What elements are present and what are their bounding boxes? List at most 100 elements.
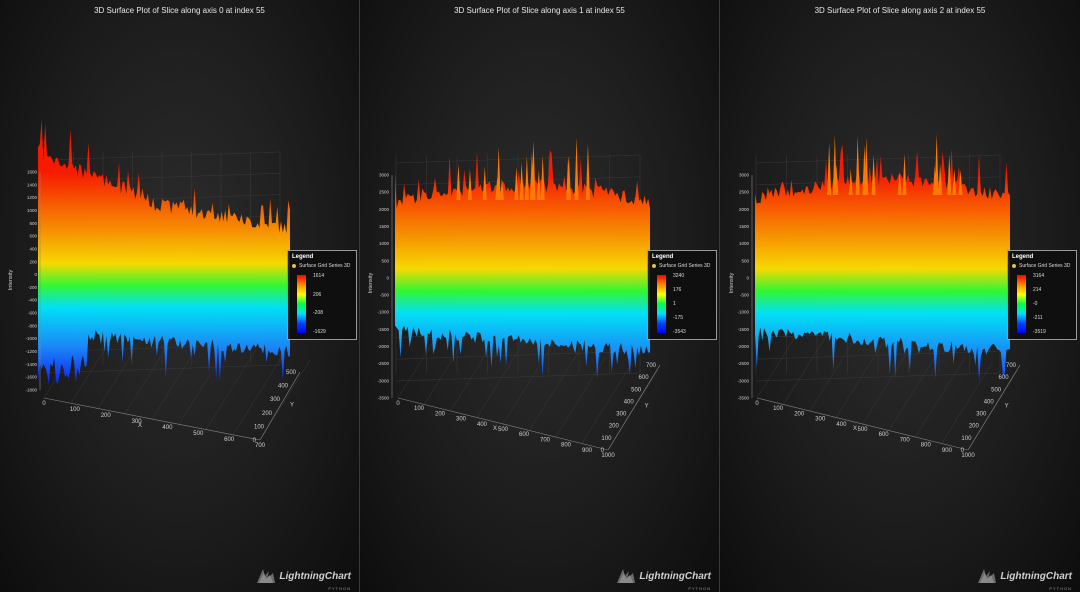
color-scale-bar	[657, 275, 666, 333]
z-tick-label: 200	[609, 424, 620, 430]
lightningchart-logo: LightningChart	[255, 567, 351, 585]
chart-title: 3D Surface Plot of Slice along axis 0 at…	[94, 6, 265, 15]
surface-plot-3d[interactable]: -3500-3000-2500-2000-1500-1000-500050010…	[360, 0, 719, 592]
y-tick-label: -1500	[737, 327, 749, 332]
floor-grid-line	[581, 363, 632, 444]
color-scale-tick: -208	[313, 310, 324, 317]
legend[interactable]: Legend Surface Grid Series 3D 1614 206 -208 -…	[287, 250, 357, 340]
y-tick-label: 2000	[739, 207, 750, 212]
color-scale-bar	[297, 275, 306, 333]
z-tick-label: 500	[286, 370, 297, 376]
y-tick-label: 3000	[739, 173, 750, 178]
y-axis: -3500 -3000 -2500 -2000 -1500 -1000 -500 0 500 10…	[729, 173, 753, 401]
legend[interactable]: Legend Surface Grid Series 3D 3240 176 1 -175…	[647, 250, 717, 340]
y-tick-label: 0	[34, 272, 37, 277]
color-scale-tick: 176	[673, 287, 682, 293]
surface-series[interactable]	[395, 150, 650, 379]
chart-panel-1: 3D Surface Plot of Slice along axis 0 at…	[0, 0, 360, 592]
logo-text: LightningChart	[639, 570, 711, 582]
lightningchart-logo: LightningChart	[615, 567, 711, 585]
surface-spike	[524, 155, 529, 200]
x-axis-title: X	[138, 423, 142, 429]
y-tick-label: -500	[740, 293, 750, 298]
surface-spike	[467, 169, 472, 200]
grid-line	[43, 364, 281, 374]
x-tick-label: 1000	[961, 453, 975, 459]
y-tick-label: -3500	[377, 396, 389, 401]
surface-spike	[574, 157, 579, 200]
x-tick-label: 300	[132, 419, 143, 425]
x-tick-label: 400	[162, 425, 173, 431]
surface-plot-3d[interactable]: -1800 -1600 -1400 -1200 -1000 -800 -600 -400 -20…	[0, 0, 359, 592]
legend-series-entry[interactable]: Surface Grid Series 3D	[292, 263, 352, 269]
legend[interactable]: Legend Surface Grid Series 3D 3164 214 -0 -21…	[1007, 250, 1077, 340]
chart-panel-3: 3D Surface Plot of Slice along axis 2 at…	[720, 0, 1080, 592]
legend-series-entry[interactable]: Surface Grid Series 3D	[1012, 263, 1072, 269]
z-tick-label: 500	[991, 387, 1002, 393]
y-tick-label: 1000	[379, 241, 390, 246]
color-scale-bar	[1017, 275, 1026, 333]
y-tick-label: -1000	[25, 336, 37, 341]
legend-series-label: Surface Grid Series 3D	[659, 263, 711, 269]
y-axis: -3500 -3000 -2500 -2000 -1500 -1000 -500 0 500 10…	[368, 173, 393, 401]
y-tick-label: -1500	[377, 327, 389, 332]
y-tick-label: -800	[28, 323, 38, 328]
x-axis-line	[43, 397, 261, 441]
x-tick-label: 600	[519, 432, 530, 438]
z-tick-label: 400	[624, 399, 635, 405]
z-tick-label: 200	[969, 424, 980, 430]
surface-spike	[496, 146, 501, 200]
x-tick-label: 900	[942, 448, 953, 454]
surface-spike	[947, 154, 952, 195]
z-tick-label: 400	[278, 384, 289, 390]
surface-spike	[519, 162, 524, 200]
y-tick-label: -3500	[737, 396, 749, 401]
x-tick-label: 300	[815, 417, 826, 423]
surface-spike	[902, 153, 907, 195]
y-tick-label: 2500	[379, 190, 390, 195]
legend-series-label: Surface Grid Series 3D	[1019, 263, 1071, 269]
y-tick-label: -1400	[25, 362, 37, 367]
z-tick-label: 100	[254, 424, 265, 430]
floor-grid-line	[476, 337, 527, 418]
floor-grid-line	[809, 330, 860, 412]
y-tick-label: -2500	[737, 361, 749, 366]
y-tick-label: 1000	[27, 208, 38, 213]
z-tick-label: 0	[253, 438, 257, 444]
x-axis-line	[756, 397, 969, 451]
z-tick-label: 600	[639, 375, 650, 381]
logo-text: LightningChart	[279, 570, 351, 582]
z-tick-label: 700	[1006, 363, 1017, 369]
y-tick-label: 0	[746, 275, 749, 280]
lightning-logo-icon	[617, 569, 636, 583]
y-tick-label: 600	[29, 234, 37, 239]
x-tick-label: 200	[435, 411, 446, 417]
legend-series-entry[interactable]: Surface Grid Series 3D	[652, 263, 712, 269]
surface-plot-3d[interactable]: -3500-3000-2500-2000-1500-1000-500050010…	[720, 0, 1080, 592]
floor-grid-line	[97, 328, 149, 409]
x-tick-label: 700	[255, 443, 266, 449]
x-tick-label: 600	[224, 437, 235, 443]
surface-spike	[832, 134, 837, 195]
color-scale-tick: 206	[313, 291, 322, 298]
y-tick-label: -3000	[377, 378, 389, 383]
color-scale-tick: 1614	[313, 273, 325, 279]
legend-series-label: Surface Grid Series 3D	[299, 263, 351, 269]
y-tick-label: -1200	[25, 349, 37, 354]
x-tick-label: 500	[498, 427, 509, 433]
color-scale-tick: -1629	[313, 329, 326, 335]
z-tick-label: 500	[631, 387, 642, 393]
series-dot-icon	[1012, 264, 1016, 268]
z-tick-label: 600	[999, 375, 1010, 381]
z-tick-label: 300	[270, 397, 281, 403]
surface-series[interactable]	[38, 119, 290, 385]
x-tick-label: 300	[456, 417, 467, 423]
surface-spike	[566, 157, 571, 200]
surface-series[interactable]	[755, 144, 1010, 383]
y-tick-label: 2500	[739, 190, 750, 195]
surface-spike	[531, 140, 536, 200]
z-tick-label: 0	[961, 448, 965, 454]
